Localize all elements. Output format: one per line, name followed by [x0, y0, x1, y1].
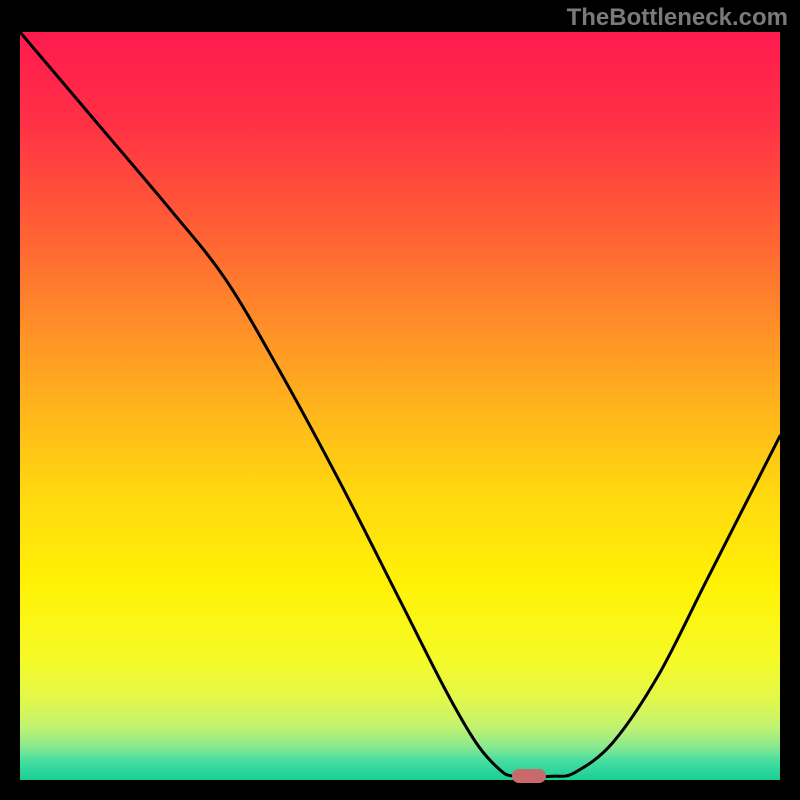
- gradient-background: [20, 32, 780, 780]
- optimal-marker: [512, 769, 546, 783]
- plot-area: [20, 32, 780, 780]
- chart-frame: TheBottleneck.com: [0, 0, 800, 800]
- bottom-frame-border: [20, 780, 780, 800]
- watermark-label: TheBottleneck.com: [567, 4, 788, 32]
- plot-inner: [20, 32, 780, 780]
- plot-svg: [20, 32, 780, 780]
